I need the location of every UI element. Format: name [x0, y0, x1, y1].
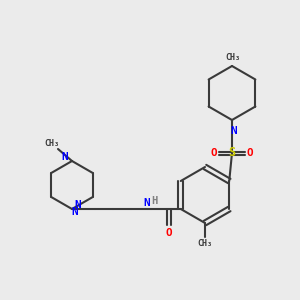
Text: N: N [231, 126, 237, 136]
Text: N: N [72, 207, 78, 217]
Text: CH₃: CH₃ [44, 140, 59, 148]
Text: CH₃: CH₃ [197, 239, 212, 248]
Text: O: O [211, 148, 218, 158]
Text: N: N [74, 200, 81, 210]
Text: O: O [165, 228, 172, 238]
Text: S: S [228, 146, 236, 160]
Text: CH₃: CH₃ [226, 53, 241, 62]
Text: N: N [143, 198, 150, 208]
Text: N: N [61, 152, 68, 162]
Text: O: O [247, 148, 254, 158]
Text: H: H [152, 196, 158, 206]
